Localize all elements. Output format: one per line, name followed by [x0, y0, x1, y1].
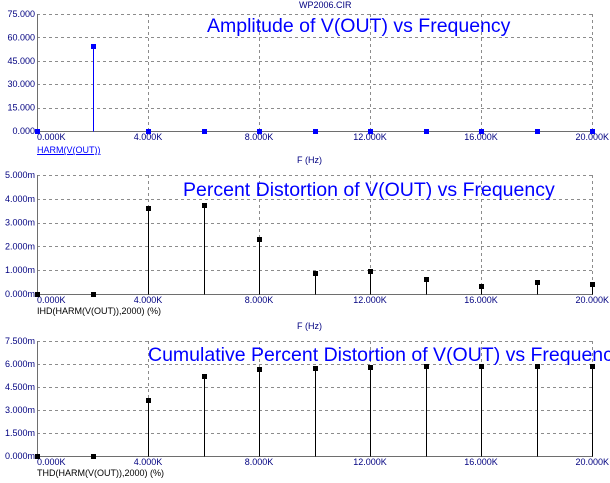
y-tick-label: 1.000m [5, 265, 35, 275]
harmonic-marker [479, 129, 484, 134]
y-tick-label: 5.000m [5, 170, 35, 180]
plot-2: 5.000m 4.000m 3.000m 2.000m 1.000m 0.000m0.00… [5, 170, 609, 305]
x-tick-label: 8.000K [245, 457, 274, 467]
y-tick-label: 2.000m [5, 241, 35, 251]
harmonic-marker [535, 364, 540, 369]
harmonic-marker [313, 271, 318, 276]
y-tick-label: 0.000 [12, 126, 35, 136]
harmonic-marker [424, 277, 429, 282]
harmonic-marker [35, 292, 40, 297]
y-tick-label: 3.000m [5, 405, 35, 415]
y-tick-label: 4.500m [5, 382, 35, 392]
harmonic-marker [202, 203, 207, 208]
y-tick-label: 1.500m [5, 428, 35, 438]
harmonic-marker [590, 364, 595, 369]
harmonic-marker [146, 398, 151, 403]
x-tick-label: 8.000K [245, 132, 274, 142]
harmonic-marker [257, 129, 262, 134]
x-tick-label: 0.000K [37, 457, 66, 467]
y-tick-label: 7.500m [5, 336, 35, 346]
harmonic-marker [479, 364, 484, 369]
plot-3-title: Cumulative Percent Distortion of V(OUT) … [148, 344, 610, 366]
harmonic-marker [257, 367, 262, 372]
plot-1-expression-label[interactable]: HARM(V(OUT)) [37, 145, 101, 155]
y-tick-label: 75.000 [7, 9, 35, 19]
harmonic-marker [313, 366, 318, 371]
harmonic-marker [313, 129, 318, 134]
harmonic-marker [479, 284, 484, 289]
plot-2-title: Percent Distortion of V(OUT) vs Frequenc… [183, 179, 555, 201]
x-tick-label: 20.000K [575, 132, 609, 142]
harmonic-marker [424, 364, 429, 369]
plot-3-expression-label[interactable]: THD(HARM(V(OUT)),2000) (%) [37, 468, 164, 478]
plot-3-area[interactable] [37, 341, 592, 456]
x-tick-label: 8.000K [245, 295, 274, 305]
harmonic-marker [368, 365, 373, 370]
harmonic-marker [35, 454, 40, 459]
plot-2-expression-label[interactable]: IHD(HARM(V(OUT)),2000) (%) [37, 306, 162, 316]
y-tick-label: 30.000 [7, 79, 35, 89]
x-tick-label: 12.000K [353, 295, 387, 305]
x-tick-label: 4.000K [134, 457, 163, 467]
harmonic-marker [202, 374, 207, 379]
x-tick-label: 16.000K [464, 132, 498, 142]
y-tick-label: 0.000m [5, 289, 35, 299]
harmonic-marker [424, 129, 429, 134]
x-tick-label: 20.000K [575, 295, 609, 305]
y-tick-label: 0.000m [5, 451, 35, 461]
harmonic-marker [257, 237, 262, 242]
y-tick-label: 60.000 [7, 32, 35, 42]
circuit-file-name: WP2006.CIR [299, 0, 352, 10]
x-tick-label: 16.000K [464, 295, 498, 305]
y-tick-label: 45.000 [7, 56, 35, 66]
x-tick-label: 4.000K [134, 132, 163, 142]
x-tick-label: 0.000K [37, 132, 66, 142]
plot-1-title: Amplitude of V(OUT) vs Frequency [207, 15, 511, 37]
harmonic-marker [91, 44, 96, 49]
harmonic-marker [91, 454, 96, 459]
y-tick-label: 3.000m [5, 218, 35, 228]
x-tick-label: 4.000K [134, 295, 163, 305]
y-tick-label: 15.000 [7, 103, 35, 113]
harmonic-marker [202, 129, 207, 134]
x-tick-label: 20.000K [575, 457, 609, 467]
harmonic-marker [535, 280, 540, 285]
harmonic-marker [535, 129, 540, 134]
x-tick-label: 12.000K [353, 132, 387, 142]
x-tick-label: 12.000K [353, 457, 387, 467]
harmonic-marker [146, 206, 151, 211]
harmonic-marker [590, 129, 595, 134]
plot-2-x-axis-label: F (Hz) [297, 321, 322, 331]
harmonic-marker [146, 129, 151, 134]
harmonic-marker [368, 269, 373, 274]
x-tick-label: 0.000K [37, 295, 66, 305]
plot-1-area[interactable] [37, 14, 592, 131]
plot-3: 7.500m 6.000m 4.500m 3.000m 1.500m 0.000m0.00… [5, 336, 609, 467]
harmonic-marker [35, 129, 40, 134]
harmonic-marker [368, 129, 373, 134]
y-tick-label: 6.000m [5, 359, 35, 369]
x-tick-label: 16.000K [464, 457, 498, 467]
plot-1: 75.000 60.000 45.000 30.000 15.000 0.0000.000… [7, 9, 609, 142]
harmonic-marker [91, 292, 96, 297]
harmonic-marker [590, 282, 595, 287]
y-tick-label: 4.000m [5, 194, 35, 204]
plot-1-x-axis-label: F (Hz) [297, 155, 322, 165]
